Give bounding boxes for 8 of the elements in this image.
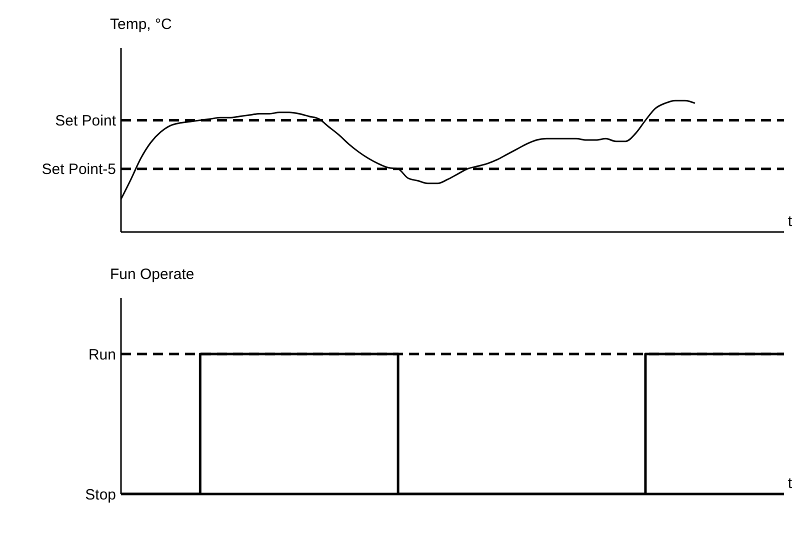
ref-line-label: Stop <box>85 486 116 504</box>
y-axis-title: Fun Operate <box>110 266 194 283</box>
ref-line-label: Run <box>88 346 116 364</box>
ref-line-label: Set Point-5 <box>42 161 116 178</box>
y-axis-title: Temp, °C <box>110 16 172 33</box>
ref-line-label: Set Point <box>55 112 117 130</box>
x-axis-title: t <box>788 213 792 230</box>
x-axis-title: t <box>788 475 792 492</box>
